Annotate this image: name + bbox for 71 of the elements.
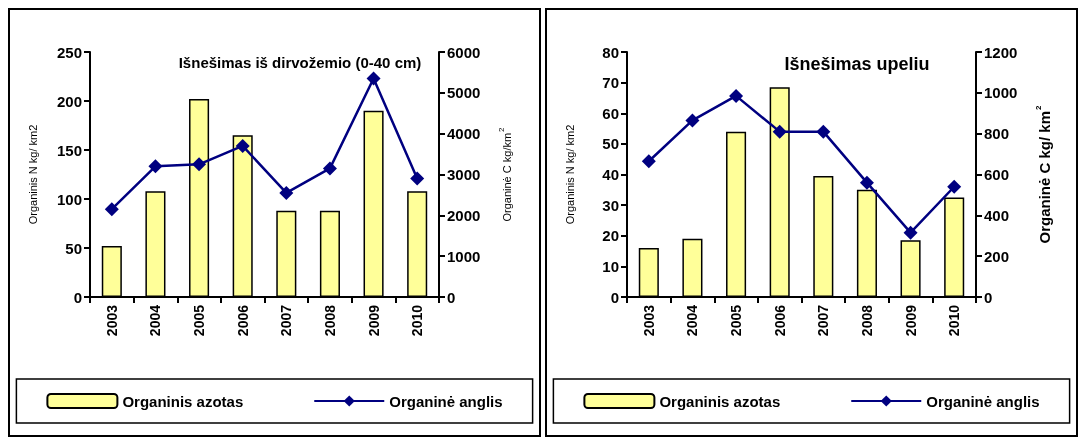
x-tick-label: 2010 (946, 304, 963, 337)
x-tick-label: 2005 (728, 304, 745, 337)
legend-label: Organinė anglis (926, 392, 1040, 410)
x-tick-label: 2004 (147, 304, 164, 337)
y2-tick-label: 5000 (447, 84, 481, 102)
x-tick-label: 2009 (902, 304, 919, 337)
x-tick-label: 2005 (191, 304, 208, 337)
point (859, 175, 874, 190)
y-tick-label: 30 (602, 196, 619, 214)
point (410, 171, 425, 186)
legend-label: Organinis azotas (122, 392, 244, 410)
chart-title: Išnešimas iš dirvožemio (0-40 cm) (178, 54, 422, 71)
y2-tick-label: 200 (984, 247, 1010, 265)
y-tick-label: 40 (602, 166, 619, 183)
point (729, 88, 744, 103)
y2-tick-label: 2000 (447, 206, 481, 224)
y2-tick-label: 3000 (447, 166, 481, 183)
point (816, 124, 831, 139)
x-tick-label: 2008 (321, 304, 338, 337)
y-axis-title: Organinis N kg/ km2 (26, 124, 39, 225)
point (685, 113, 700, 128)
y-axis-title: Organinis N kg/ km2 (563, 124, 576, 225)
x-tick-label: 2003 (103, 304, 120, 337)
y-tick-label: 60 (602, 104, 619, 122)
point (322, 161, 337, 176)
x-tick-label: 2007 (815, 304, 832, 337)
chart-title: Išnešimas upeliu (784, 54, 930, 74)
point (947, 179, 962, 194)
point (279, 185, 294, 200)
point (235, 138, 250, 153)
y2-axis-title: Organinė C kg/km2 (496, 126, 513, 222)
x-tick-label: 2007 (278, 304, 295, 337)
point (366, 71, 381, 86)
x-tick-label: 2009 (365, 304, 382, 337)
y2-axis-title: Organinė C kg/ km2 (1033, 104, 1053, 244)
legend-label: Organinis azotas (659, 392, 781, 410)
y2-tick-label: 600 (984, 166, 1010, 183)
point (148, 159, 163, 174)
y-tick-label: 20 (602, 227, 619, 245)
y-tick-label: 10 (602, 257, 619, 275)
x-tick-label: 2008 (858, 304, 875, 337)
y-tick-label: 100 (56, 190, 82, 208)
point (772, 124, 787, 139)
y-tick-label: 200 (56, 92, 82, 110)
y2-tick-label: 1200 (984, 43, 1018, 61)
y-tick-label: 80 (602, 43, 619, 61)
x-tick-label: 2006 (234, 304, 251, 337)
y-tick-label: 250 (56, 43, 82, 61)
point (903, 225, 918, 240)
x-tick-label: 2006 (771, 304, 788, 337)
point (104, 202, 119, 217)
y-tick-label: 50 (65, 239, 82, 257)
x-tick-label: 2003 (640, 304, 657, 337)
y2-tick-label: 0 (984, 288, 993, 306)
y-tick-label: 70 (602, 74, 619, 92)
point (192, 157, 207, 172)
y2-tick-label: 4000 (447, 125, 481, 143)
point (641, 154, 656, 169)
y2-tick-label: 400 (984, 206, 1010, 224)
y2-tick-label: 6000 (447, 43, 481, 61)
x-tick-label: 2010 (409, 304, 426, 337)
y-tick-label: 50 (602, 135, 619, 153)
y2-tick-label: 1000 (984, 84, 1018, 102)
y-tick-label: 0 (73, 288, 82, 306)
y2-tick-label: 0 (447, 288, 456, 306)
y-tick-label: 0 (610, 288, 619, 306)
legend-label: Organinė anglis (389, 392, 503, 410)
y2-tick-label: 1000 (447, 247, 481, 265)
x-tick-label: 2004 (684, 304, 701, 337)
y2-tick-label: 800 (984, 125, 1010, 143)
y-tick-label: 150 (56, 141, 82, 159)
